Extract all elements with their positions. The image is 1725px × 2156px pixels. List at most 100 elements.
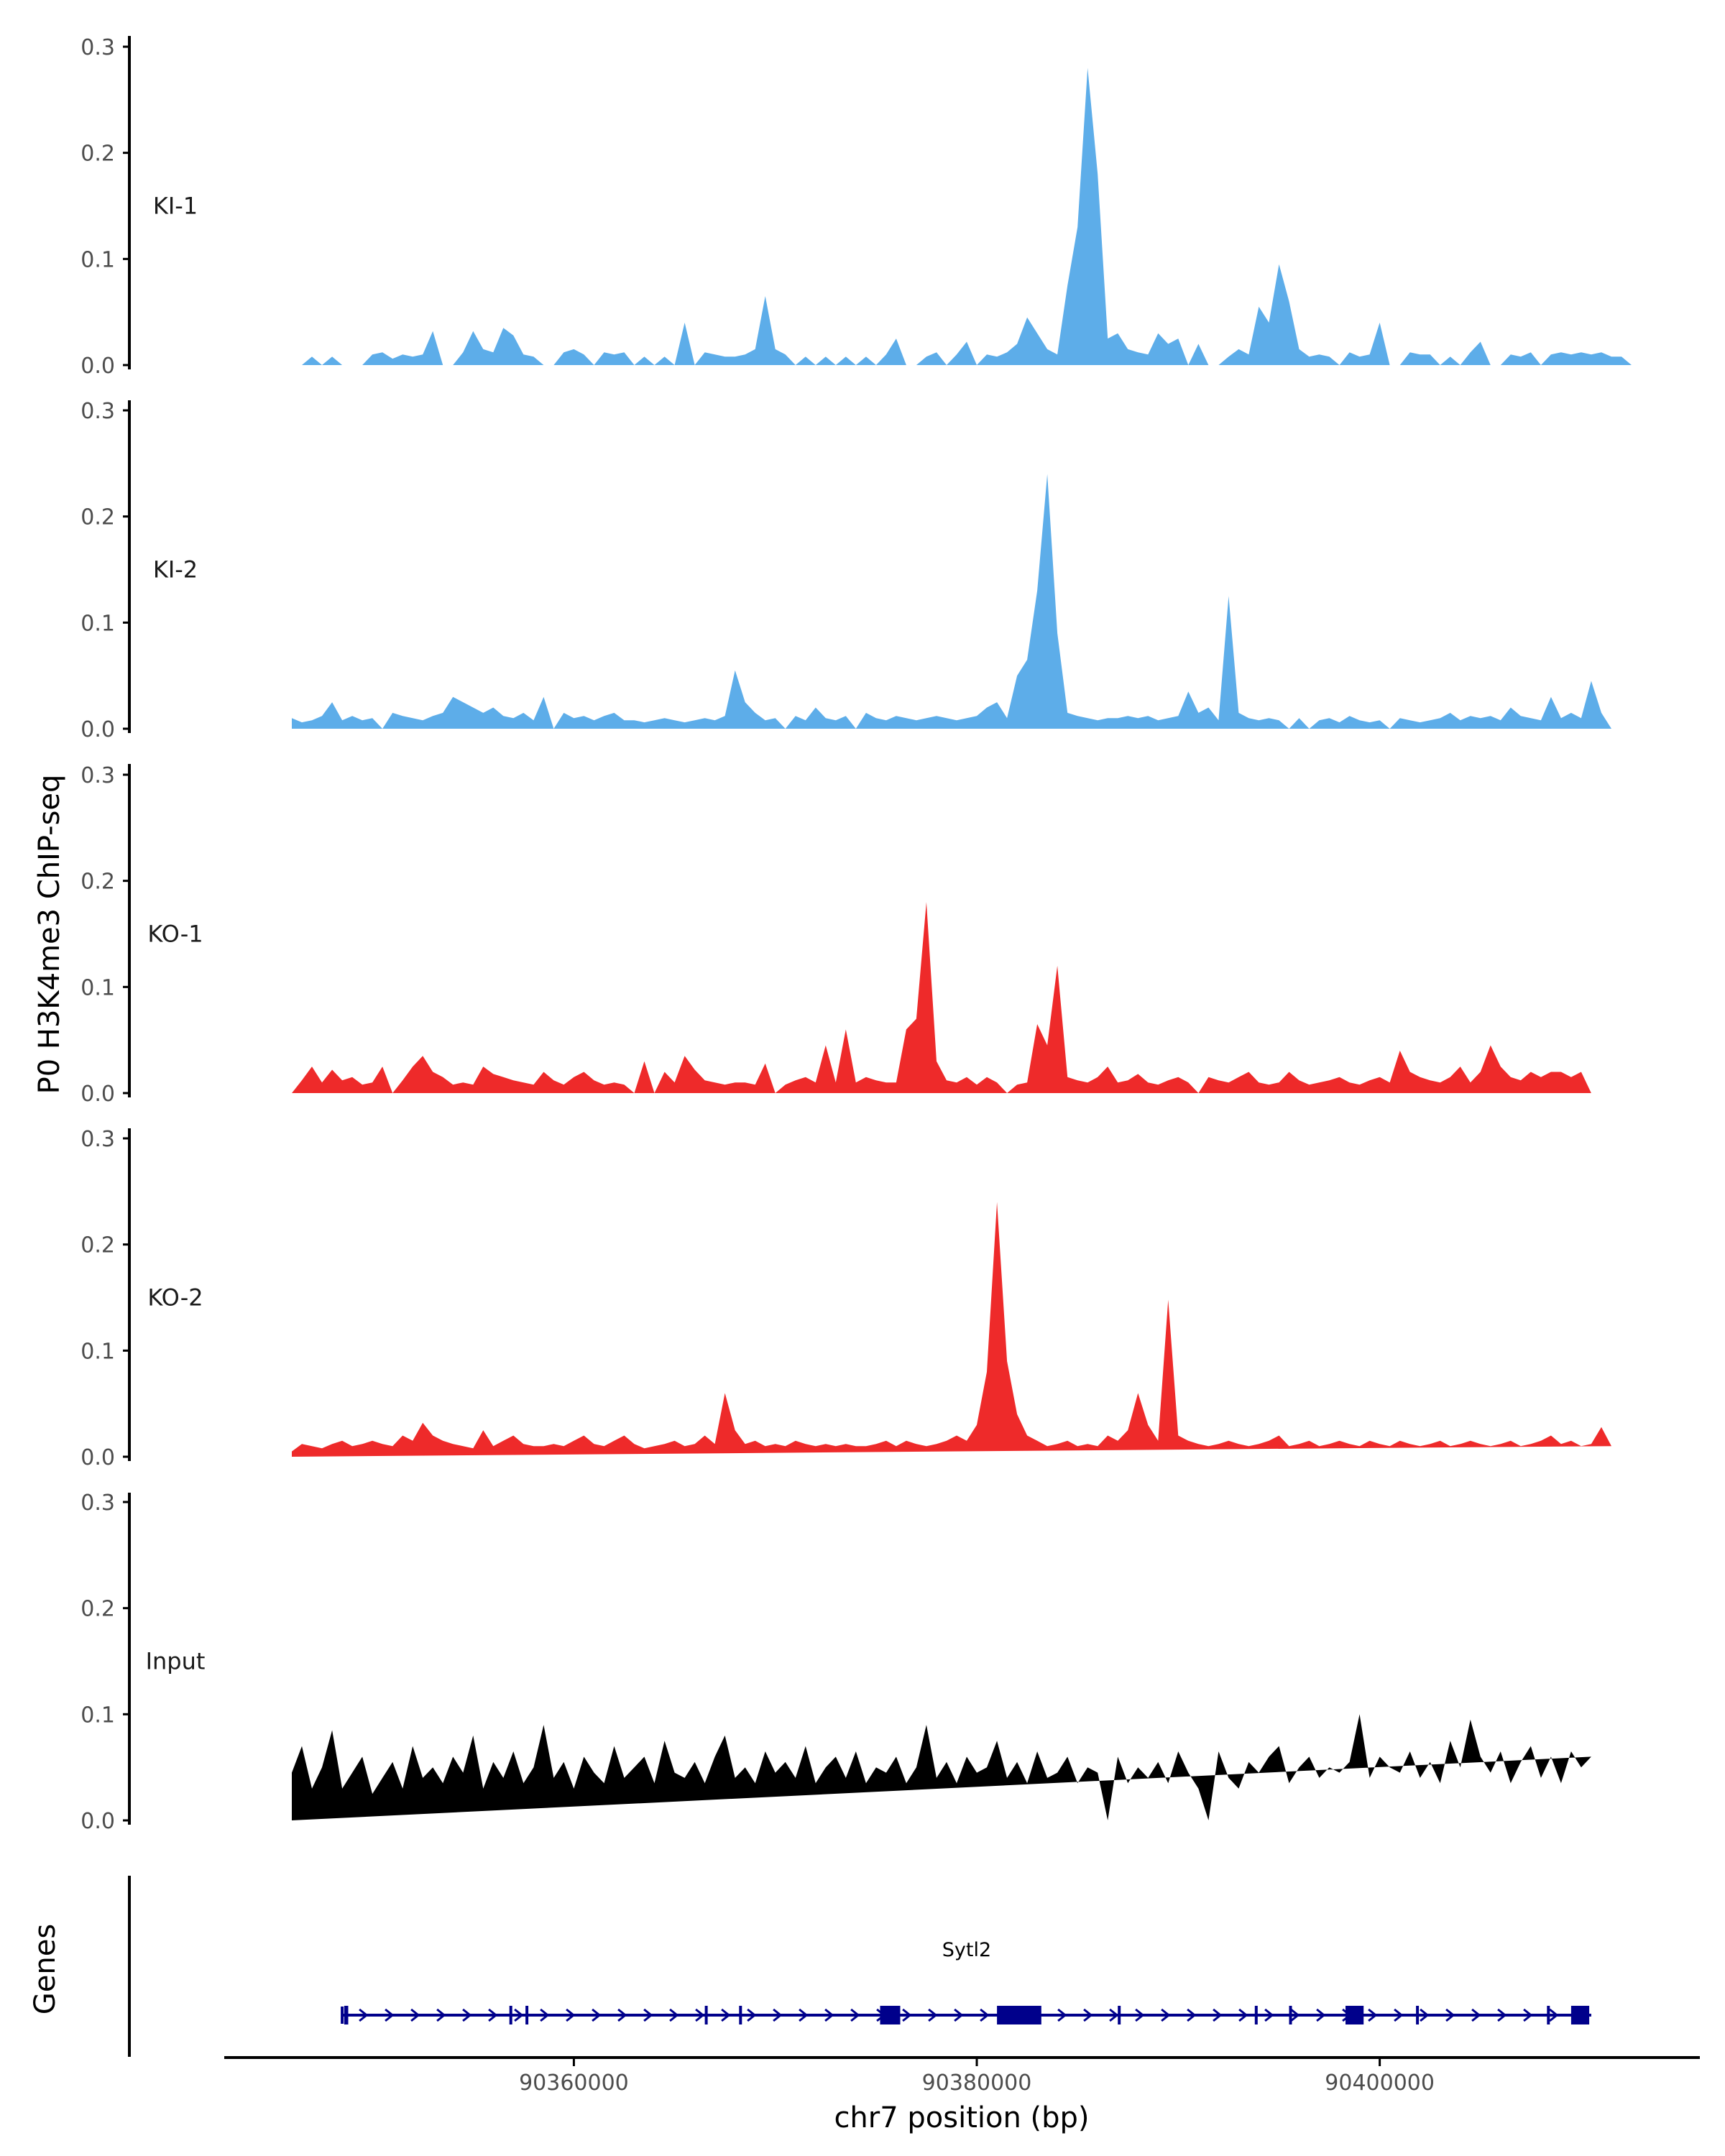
strand-arrow [799, 2008, 809, 2022]
strand-arrow [980, 2008, 990, 2022]
y-tick-label-ko-1-1: 0.1 [80, 975, 115, 1000]
strand-arrow [695, 2008, 705, 2022]
exon-1 [509, 2006, 512, 2024]
strand-arrow [1471, 2008, 1481, 2022]
exon-9 [1289, 2006, 1292, 2024]
y-tick-label-ko-1-3: 0.3 [80, 763, 115, 788]
strand-arrow [850, 2008, 860, 2022]
strand-arrow [1109, 2008, 1119, 2022]
strand-arrow [1445, 2008, 1455, 2022]
strand-arrow [902, 2008, 912, 2022]
exon-8 [1254, 2006, 1258, 2024]
strand-arrow [385, 2008, 395, 2022]
track-ki-1: 0.0 0.1 0.2 0.3 KI-1 [80, 35, 1632, 379]
strand-arrow [1523, 2008, 1533, 2022]
track-ki-2: 0.0 0.1 0.2 0.3 KI-2 [80, 399, 1611, 742]
strand-arrow [1213, 2008, 1223, 2022]
track-input: 0.0 0.1 0.2 0.3 Input [80, 1491, 1591, 1834]
y-tick-label-ko-2-1: 0.1 [80, 1339, 115, 1364]
y-tick-label-ki-2-3: 0.3 [80, 399, 115, 424]
strand-arrow [566, 2008, 576, 2022]
strand-arrow [1497, 2008, 1507, 2022]
gene-label-sytl2: Sytl2 [942, 1939, 991, 1961]
strand-arrow [1394, 2008, 1404, 2022]
exon-3 [704, 2006, 708, 2024]
track-label-ko-1: KO-1 [147, 921, 203, 948]
strand-arrow [643, 2008, 653, 2022]
genes-title: Genes [29, 1924, 62, 2014]
x-tick-label-1: 90380000 [922, 2070, 1032, 2096]
exon-6 [997, 2006, 1041, 2024]
x-axis: 90360000 90380000 90400000 [224, 2056, 1700, 2096]
strand-arrow [592, 2008, 602, 2022]
y-tick-label-ki-2-2: 0.2 [80, 505, 115, 530]
gene-track: Genes Sytl2 [29, 1876, 1591, 2057]
exon-0 [344, 2006, 349, 2024]
gene-model-sytl2 [341, 2006, 1591, 2024]
strand-arrow [721, 2008, 731, 2022]
exon-13 [1570, 2006, 1590, 2024]
strand-arrow [1290, 2008, 1300, 2022]
strand-arrow [359, 2008, 369, 2022]
y-tick-label-ki-1-2: 0.2 [80, 142, 115, 167]
strand-arrow [1135, 2008, 1145, 2022]
signal-tracks: 0.00.10.20.3KI-10.00.10.20.3KI-20.00.10.… [80, 35, 1632, 1834]
track-label-ki-1: KI-1 [153, 193, 198, 220]
signal-area-ko-1 [292, 902, 1601, 1093]
signal-area-input [292, 1714, 1591, 1820]
strand-arrow [1161, 2008, 1171, 2022]
exon-11 [1416, 2006, 1420, 2024]
strand-arrow [928, 2008, 938, 2022]
y-tick-label-ko-2-0: 0.0 [80, 1445, 115, 1470]
strand-arrow [1316, 2008, 1326, 2022]
signal-area-ko-2 [292, 1202, 1611, 1457]
y-tick-label-input-0: 0.0 [80, 1809, 115, 1834]
exon-10 [1346, 2006, 1364, 2024]
exon-2 [525, 2006, 529, 2024]
track-ko-2: 0.0 0.1 0.2 0.3 KO-2 [80, 1127, 1611, 1470]
x-tick-label-0: 90360000 [519, 2070, 629, 2096]
strand-arrow [747, 2008, 757, 2022]
y-tick-label-ki-2-1: 0.1 [80, 611, 115, 636]
y-tick-label-ki-1-0: 0.0 [80, 354, 115, 379]
strand-arrow [669, 2008, 679, 2022]
exon-5 [880, 2006, 901, 2024]
exon-4 [739, 2006, 742, 2024]
track-label-ko-2: KO-2 [147, 1284, 203, 1312]
y-tick-label-input-1: 0.1 [80, 1703, 115, 1728]
strand-arrow [514, 2008, 524, 2022]
strand-arrow [410, 2008, 420, 2022]
strand-arrow [1549, 2008, 1559, 2022]
y-tick-label-ki-2-0: 0.0 [80, 717, 115, 742]
strand-arrow [488, 2008, 498, 2022]
exon-12 [1547, 2006, 1550, 2024]
strand-arrow [1420, 2008, 1430, 2022]
strand-arrow [462, 2008, 472, 2022]
strand-arrow [617, 2008, 627, 2022]
x-tick-label-2: 90400000 [1325, 2070, 1435, 2096]
y-tick-label-ki-1-1: 0.1 [80, 247, 115, 272]
strand-arrow [954, 2008, 964, 2022]
strand-arrow [1187, 2008, 1197, 2022]
y-tick-label-ko-2-2: 0.2 [80, 1233, 115, 1258]
strand-arrow [1083, 2008, 1093, 2022]
y-axis-title: P0 H3K4me3 ChIP-seq [33, 775, 66, 1095]
strand-arrow [1238, 2008, 1248, 2022]
x-axis-title: chr7 position (bp) [834, 2101, 1089, 2134]
strand-arrow [1368, 2008, 1378, 2022]
strand-arrow [1057, 2008, 1067, 2022]
y-tick-label-ki-1-3: 0.3 [80, 35, 115, 60]
y-tick-label-ko-1-2: 0.2 [80, 870, 115, 895]
y-tick-label-ko-1-0: 0.0 [80, 1082, 115, 1107]
track-label-input: Input [146, 1648, 206, 1675]
strand-arrow [436, 2008, 446, 2022]
track-ko-1: 0.0 0.1 0.2 0.3 KO-1 [80, 763, 1601, 1107]
strand-arrow [540, 2008, 550, 2022]
track-label-ki-2: KI-2 [153, 556, 198, 584]
exon-7 [1118, 2006, 1121, 2024]
strand-arrow [824, 2008, 834, 2022]
strand-arrow [1264, 2008, 1274, 2022]
y-tick-label-ko-2-3: 0.3 [80, 1127, 115, 1152]
